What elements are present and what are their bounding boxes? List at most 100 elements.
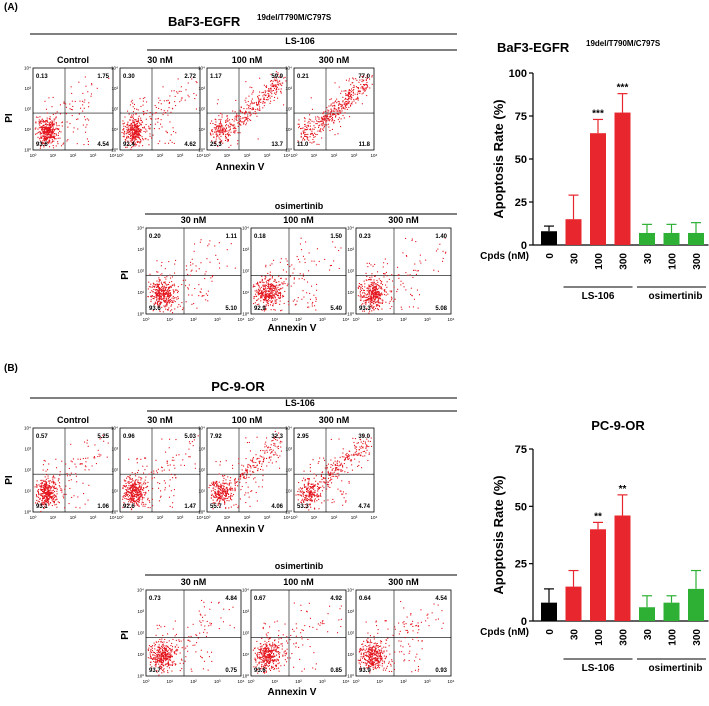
bar-chart: BaF3-EGFR 19del/T790M/C797S 0 25 50 75 100 Apop… [480,39,709,302]
y-tick-label: 10² [198,107,205,112]
y-tick-label: 0 [521,616,527,628]
annexin-axis-label: Annexin V [216,162,265,173]
quadrant-lr-value: 4.06 [271,504,283,510]
x-tick-label: 30 [570,629,581,641]
y-tick-label: 10⁰ [137,674,144,679]
x-tick-label: 10⁴ [197,153,204,158]
panel-a-letter: (A) [4,2,18,13]
bar [663,232,680,245]
quadrant-ul-value: 0.57 [36,434,48,440]
x-tick-label: 10⁰ [291,515,298,520]
quadrant-ul-value: 0.96 [123,434,135,440]
y-tick-label: 10⁰ [198,510,205,515]
quadrant-ll-value: 53.3 [297,504,309,510]
y-tick-label: 10⁴ [347,588,354,593]
quadrant-ul-value: 0.21 [297,74,309,80]
x-tick-label: 100 [594,629,605,646]
y-tick-label: 10³ [347,247,354,252]
x-tick-label: 10⁴ [238,679,245,684]
condition-label: 300 nM [319,55,350,65]
x-axis-label: Cpds (nM) [480,627,529,638]
plot-frame [145,589,242,677]
y-tick-label: 10² [347,631,354,636]
quadrant-lr-value: 4.62 [184,142,196,148]
quadrant-ur-value: 4.84 [225,596,237,602]
y-tick-label: 10⁰ [242,674,249,679]
condition-label: 30 nM [147,415,173,425]
x-tick-label: 10¹ [376,679,383,684]
quadrant-ul-value: 0.73 [149,596,161,602]
scatter-dots [295,435,373,511]
x-tick-label: 10³ [214,317,221,322]
x-tick-label: 10⁰ [248,679,255,684]
quadrant-ur-value: 2.72 [184,74,196,80]
y-axis-label: Apoptosis Rate (%) [491,99,506,218]
condition-label: 300 nM [319,415,350,425]
y-tick-label: 25 [515,197,527,209]
osimertinib-group-label: osimertinib [275,561,324,571]
y-tick-label: 10⁰ [24,148,31,153]
quadrant-lr-value: 5.10 [225,306,237,312]
y-tick-label: 10² [285,468,292,473]
quadrant-ll-value: 55.7 [210,504,222,510]
ls106-group-label: LS-106 [285,398,315,408]
y-tick-label: 10¹ [198,489,205,494]
x-tick-label: 10² [244,515,251,520]
quadrant-lr-value: 0.75 [225,668,237,674]
scatter-dots [208,430,283,510]
y-tick-label: 10² [137,631,144,636]
quadrant-ul-value: 0.67 [254,596,266,602]
condition-label: 100 nM [232,415,263,425]
x-tick-label: 10² [331,153,338,158]
x-tick-label: 10³ [351,515,358,520]
x-tick-label: 0 [545,253,556,259]
y-tick-label: 10⁴ [111,66,118,71]
quadrant-lr-value: 5.40 [330,306,342,312]
condition-label: 30 nM [181,577,207,587]
annexin-axis-label: Annexin V [268,687,317,698]
quadrant-ul-value: 0.30 [123,74,135,80]
x-tick-label: 30 [570,253,581,265]
y-tick-label: 10⁰ [111,148,118,153]
bar [639,607,655,621]
bar [590,133,606,245]
y-tick-label: 10⁰ [347,674,354,679]
condition-label: 30 nM [181,215,207,225]
plot-frame [32,427,114,513]
x-tick-label: 10³ [319,317,326,322]
quadrant-ll-value: 11.0 [297,142,309,148]
x-tick-label: 10¹ [50,153,57,158]
y-tick-label: 10³ [111,447,118,452]
quadrant-ur-value: 39.0 [358,434,370,440]
x-tick-label: 100 [668,253,679,270]
quadrant-ll-value: 92.9 [254,306,266,312]
y-tick-label: 10¹ [242,290,249,295]
scatter-dots [121,78,198,150]
plot-frame [250,589,347,677]
x-tick-label: 10⁰ [204,515,211,520]
quadrant-ur-value: 1.75 [97,74,109,80]
x-tick-label: 10² [295,317,302,322]
condition-label: Control [57,415,89,425]
y-tick-label: 10⁴ [198,426,205,431]
y-tick-label: 10³ [285,447,292,452]
y-tick-label: 10¹ [347,652,354,657]
y-tick-label: 10⁰ [347,312,354,317]
x-tick-label: 10³ [177,515,184,520]
x-tick-label: 10⁴ [343,679,350,684]
x-tick-label: 10³ [424,317,431,322]
plot-frame [250,227,347,315]
y-tick-label: 10² [242,631,249,636]
y-tick-label: 10² [347,269,354,274]
quadrant-ll-value: 93.6 [254,668,266,674]
y-tick-label: 10¹ [347,290,354,295]
bar [614,112,631,245]
quadrant-ll-value: 93.7 [149,668,161,674]
bar-chart: PC-9-OR 0 25 50 75 Apoptosis Rate (%) 0 30 ** 100… [480,418,709,674]
y-tick-label: 10³ [137,247,144,252]
y-tick-label: 10⁴ [242,226,249,231]
